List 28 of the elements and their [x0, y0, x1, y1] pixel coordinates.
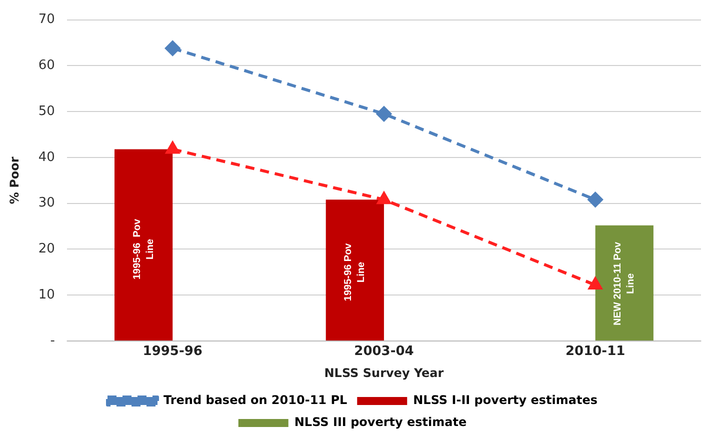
- y-tick-label: 40: [38, 150, 55, 165]
- x-tick-label: 2010-11: [565, 344, 626, 360]
- y-tick-label: -: [50, 333, 56, 348]
- point: [588, 278, 602, 290]
- legend-label: NLSS I-II poverty estimates: [413, 393, 598, 408]
- bar: [326, 200, 384, 340]
- annotation: NEW 2010-11 Pov Line: [612, 242, 637, 326]
- point: [377, 192, 391, 204]
- y-tick-label: 50: [38, 104, 55, 119]
- legend-label: NLSS III poverty estimate: [294, 415, 467, 430]
- point: [166, 142, 180, 154]
- y-axis-title: % Poor: [7, 156, 22, 204]
- point: [588, 192, 603, 208]
- bar: [595, 225, 654, 340]
- y-tick-label: 20: [38, 242, 55, 257]
- point: [165, 40, 180, 56]
- legend-label: Trend based on 2010-11 PL: [164, 393, 348, 408]
- annotation: 1995-96 Pov Line: [343, 242, 368, 302]
- point: [376, 106, 392, 122]
- x-tick-label: 2003-04: [354, 344, 414, 360]
- x-axis-title: NLSS Survey Year: [324, 366, 444, 380]
- y-tick-label: 30: [38, 196, 55, 211]
- y-tick-label: 10: [38, 287, 55, 302]
- y-tick-label: 60: [38, 58, 55, 74]
- y-tick-label: 70: [38, 12, 55, 28]
- x-tick-label: 1995-96: [142, 344, 202, 360]
- annotation: 1995-96 Pov Line: [132, 218, 156, 280]
- bar: [114, 149, 173, 340]
